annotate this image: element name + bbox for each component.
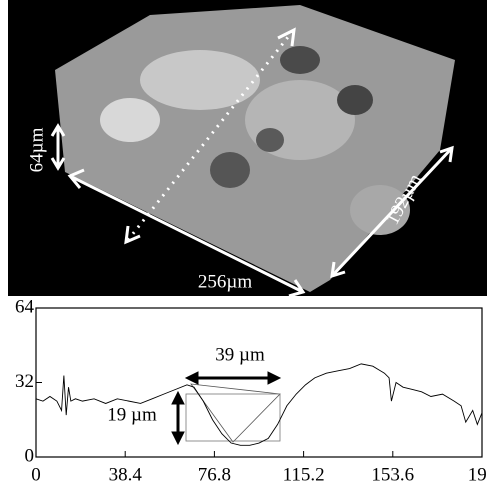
x-tick-label: 115.2: [283, 464, 325, 485]
annotation-shapes: [172, 372, 280, 444]
x-tick-label: 153.6: [371, 464, 414, 485]
surface-image: 64µm 192µm 256µm: [8, 0, 487, 296]
x-tick-label: 192: [468, 464, 487, 485]
pit: [256, 128, 284, 152]
pit: [280, 46, 320, 74]
surface-highlight: [140, 50, 260, 110]
pit: [337, 85, 373, 115]
x-tick-label: 38.4: [109, 464, 143, 485]
profile-line: [36, 364, 482, 445]
pit: [210, 152, 250, 188]
x-tick-label: 0: [31, 464, 41, 485]
height-label: 64µm: [26, 127, 47, 172]
x-tick-label: 76.8: [198, 464, 231, 485]
length-label: 256µm: [198, 271, 252, 292]
figure: 64µm 192µm 256µm 39 µm 19 µm 0 32 64 0 38.4 7…: [0, 0, 487, 489]
page: 64µm 192µm 256µm 39 µm 19 µm 0 32 64 0 38.4 7…: [0, 0, 487, 489]
annotation: 19 µm: [107, 404, 157, 425]
annotation: 39 µm: [215, 344, 265, 365]
y-tick-label: 32: [15, 371, 34, 392]
plot-frame: [36, 308, 482, 457]
surface-highlight: [100, 98, 160, 142]
y-tick-label: 0: [25, 445, 35, 466]
y-tick-label: 64: [15, 296, 35, 317]
